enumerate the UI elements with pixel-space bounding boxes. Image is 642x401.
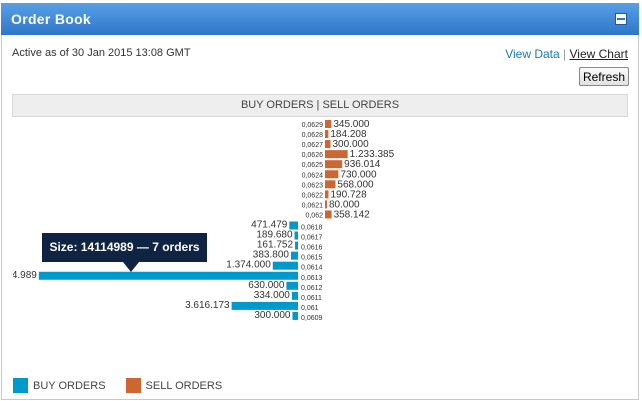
sell-bar <box>325 150 348 159</box>
sell-price-label: 0,0621 <box>302 202 324 209</box>
sell-price-label: 0,0624 <box>302 172 324 179</box>
sell-value-label: 358.142 <box>334 209 371 220</box>
link-separator: | <box>563 47 567 61</box>
sell-bar <box>325 210 332 219</box>
sell-bar <box>325 190 329 199</box>
buy-price-label: 0,0616 <box>301 245 323 252</box>
buy-price-label: 0,0613 <box>301 275 323 282</box>
buy-value-label: 1.374.000 <box>226 260 271 271</box>
sell-bar <box>325 170 339 179</box>
buy-value-label: 471.479 <box>251 220 288 231</box>
sell-bar <box>325 130 329 139</box>
view-links: View Data | View Chart <box>505 47 628 61</box>
chart-tooltip: Size: 14114989 — 7 orders <box>42 233 207 272</box>
buy-value-label: 14.114.989 <box>13 270 37 281</box>
buy-value-label: 334.000 <box>254 290 291 301</box>
refresh-button[interactable]: Refresh <box>578 67 629 86</box>
buy-value-label: 3.616.173 <box>185 300 230 311</box>
legend-buy-label: BUY ORDERS <box>33 379 106 392</box>
sell-bar <box>325 180 336 189</box>
buy-value-label: 300.000 <box>254 310 291 321</box>
sell-price-label: 0,0623 <box>302 182 324 189</box>
buy-bar <box>38 271 298 280</box>
buy-bar <box>292 311 298 320</box>
buy-bar <box>294 231 298 240</box>
buy-value-label: 383.800 <box>253 250 290 261</box>
buy-value-label: 189.680 <box>256 230 293 241</box>
legend-sell-label: SELL ORDERS <box>145 379 223 392</box>
buy-price-label: 0,0617 <box>301 235 323 242</box>
buy-price-label: 0,0615 <box>301 255 323 262</box>
active-timestamp: Active as of 30 Jan 2015 13:08 GMT <box>12 47 191 59</box>
buy-price-label: 0,0618 <box>301 225 323 232</box>
buy-bar <box>231 301 298 310</box>
sell-price-label: 0,0627 <box>302 142 324 149</box>
legend-buy[interactable]: BUY ORDERS <box>13 378 106 393</box>
minus-square-icon[interactable] <box>615 13 627 25</box>
order-book-panel <box>1 3 639 400</box>
chart-header: BUY ORDERS | SELL ORDERS <box>12 94 628 117</box>
buy-bar <box>272 261 298 270</box>
buy-price-label: 0,0609 <box>301 315 323 322</box>
sell-price-label: 0,062 <box>305 212 323 219</box>
panel-header: Order Book <box>1 3 639 35</box>
buy-price-label: 0,0614 <box>301 265 323 272</box>
buy-bar <box>290 251 298 260</box>
sell-value-label: 730.000 <box>340 169 377 180</box>
panel-title: Order Book <box>11 11 92 27</box>
sell-price-label: 0,0629 <box>302 122 324 129</box>
sell-price-label: 0,0625 <box>302 162 324 169</box>
sell-value-label: 1.233.385 <box>350 149 395 160</box>
buy-value-label: 161.752 <box>257 240 294 251</box>
sell-value-label: 345.000 <box>333 119 370 130</box>
buy-price-label: 0,061 <box>301 305 319 312</box>
sell-price-label: 0,0626 <box>302 152 324 159</box>
sell-bar <box>325 120 332 128</box>
sell-value-label: 568.000 <box>337 179 374 190</box>
buy-price-label: 0,0611 <box>301 295 322 302</box>
buy-bar <box>286 281 298 290</box>
sell-value-label: 80.000 <box>329 199 360 210</box>
sell-value-label: 184.208 <box>330 129 367 140</box>
sell-price-label: 0,0622 <box>302 192 324 199</box>
sell-value-label: 936.014 <box>344 159 381 170</box>
buy-bar <box>291 291 298 300</box>
sell-value-label: 190.728 <box>331 189 368 200</box>
legend-buy-swatch <box>13 378 28 393</box>
legend-sell-swatch <box>125 378 141 393</box>
sell-bar <box>325 160 343 169</box>
sell-price-label: 0,0628 <box>302 132 324 139</box>
order-book-chart: 0,0629 345.000 0,0628 184.208 0,0627 300.000 0… <box>13 119 395 322</box>
buy-price-label: 0,0612 <box>301 285 323 292</box>
legend-sell[interactable]: SELL ORDERS <box>125 378 223 393</box>
chart-legend: BUY ORDERS SELL ORDERS <box>13 378 242 393</box>
buy-bar <box>289 221 298 230</box>
view-chart-link[interactable]: View Chart <box>569 47 628 61</box>
buy-value-label: 630.000 <box>248 280 285 291</box>
sell-value-label: 300.000 <box>333 139 370 150</box>
sell-bar <box>325 140 331 149</box>
buy-bar <box>295 241 298 250</box>
sell-bar <box>325 200 327 209</box>
view-data-link[interactable]: View Data <box>505 47 560 61</box>
